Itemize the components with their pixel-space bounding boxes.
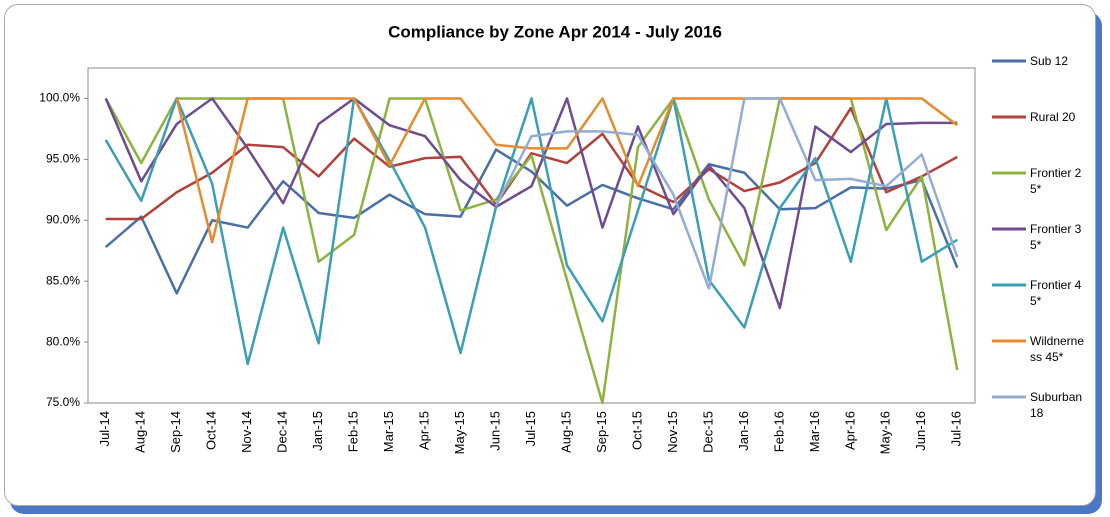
y-tick-label: 95.0% (46, 152, 80, 166)
legend-label: Frontier 35* (1030, 222, 1082, 252)
series-line (104, 97, 959, 405)
legend-label: Frontier 25* (1030, 166, 1082, 196)
x-tick-label: Sep-15 (594, 411, 609, 453)
x-tick-label: Jul-15 (523, 411, 538, 446)
x-tick-label: Nov-14 (239, 411, 254, 453)
x-tick-label: Aug-15 (558, 411, 573, 453)
x-tick-label: Oct-14 (204, 411, 219, 450)
x-tick-label: Nov-15 (665, 411, 680, 453)
chart-card (4, 4, 1096, 506)
x-tick-label: Feb-16 (771, 411, 786, 452)
x-tick-label: Oct-15 (629, 411, 644, 450)
series-line (175, 97, 959, 244)
y-tick-label: 80.0% (46, 334, 80, 348)
x-tick-label: May-15 (452, 411, 467, 454)
x-tick-label: May-16 (878, 411, 893, 454)
x-tick-label: Apr-16 (842, 411, 857, 450)
x-tick-label: Jul-16 (949, 411, 964, 446)
x-tick-label: Mar-16 (807, 411, 822, 452)
legend-label: Wildnerness 45* (1030, 334, 1085, 364)
y-tick-label: 75.0% (46, 395, 80, 409)
legend-label: Frontier 45* (1030, 278, 1082, 308)
x-tick-label: Apr-15 (416, 411, 431, 450)
x-tick-label: Jan-15 (310, 411, 325, 451)
legend-label: Sub 12 (1030, 54, 1069, 68)
series-line (104, 97, 958, 366)
series-line (104, 148, 959, 295)
x-tick-label: Feb-15 (346, 411, 361, 452)
x-tick-label: Jan-16 (736, 411, 751, 451)
series-line (104, 97, 958, 310)
legend-label: Suburban 18 (1030, 390, 1083, 420)
x-tick-label: Jul-14 (97, 411, 112, 446)
legend-label: Rural 20 (1030, 110, 1076, 124)
x-tick-label: Dec-14 (275, 411, 290, 453)
x-tick-label: Aug-14 (133, 411, 148, 453)
plot-frame (87, 67, 976, 404)
y-tick-label: 100.0% (39, 91, 80, 105)
chart-title: Compliance by Zone Apr 2014 - July 2016 (388, 22, 722, 41)
x-tick-label: Sep-14 (168, 411, 183, 453)
y-tick-label: 85.0% (46, 273, 80, 287)
series-line (105, 106, 958, 221)
x-tick-label: Mar-15 (381, 411, 396, 452)
x-tick-label: Jun-16 (913, 411, 928, 451)
y-tick-label: 90.0% (46, 212, 80, 226)
x-tick-label: Jun-15 (487, 411, 502, 451)
x-tick-label: Dec-15 (700, 411, 715, 453)
series-line (494, 97, 959, 290)
